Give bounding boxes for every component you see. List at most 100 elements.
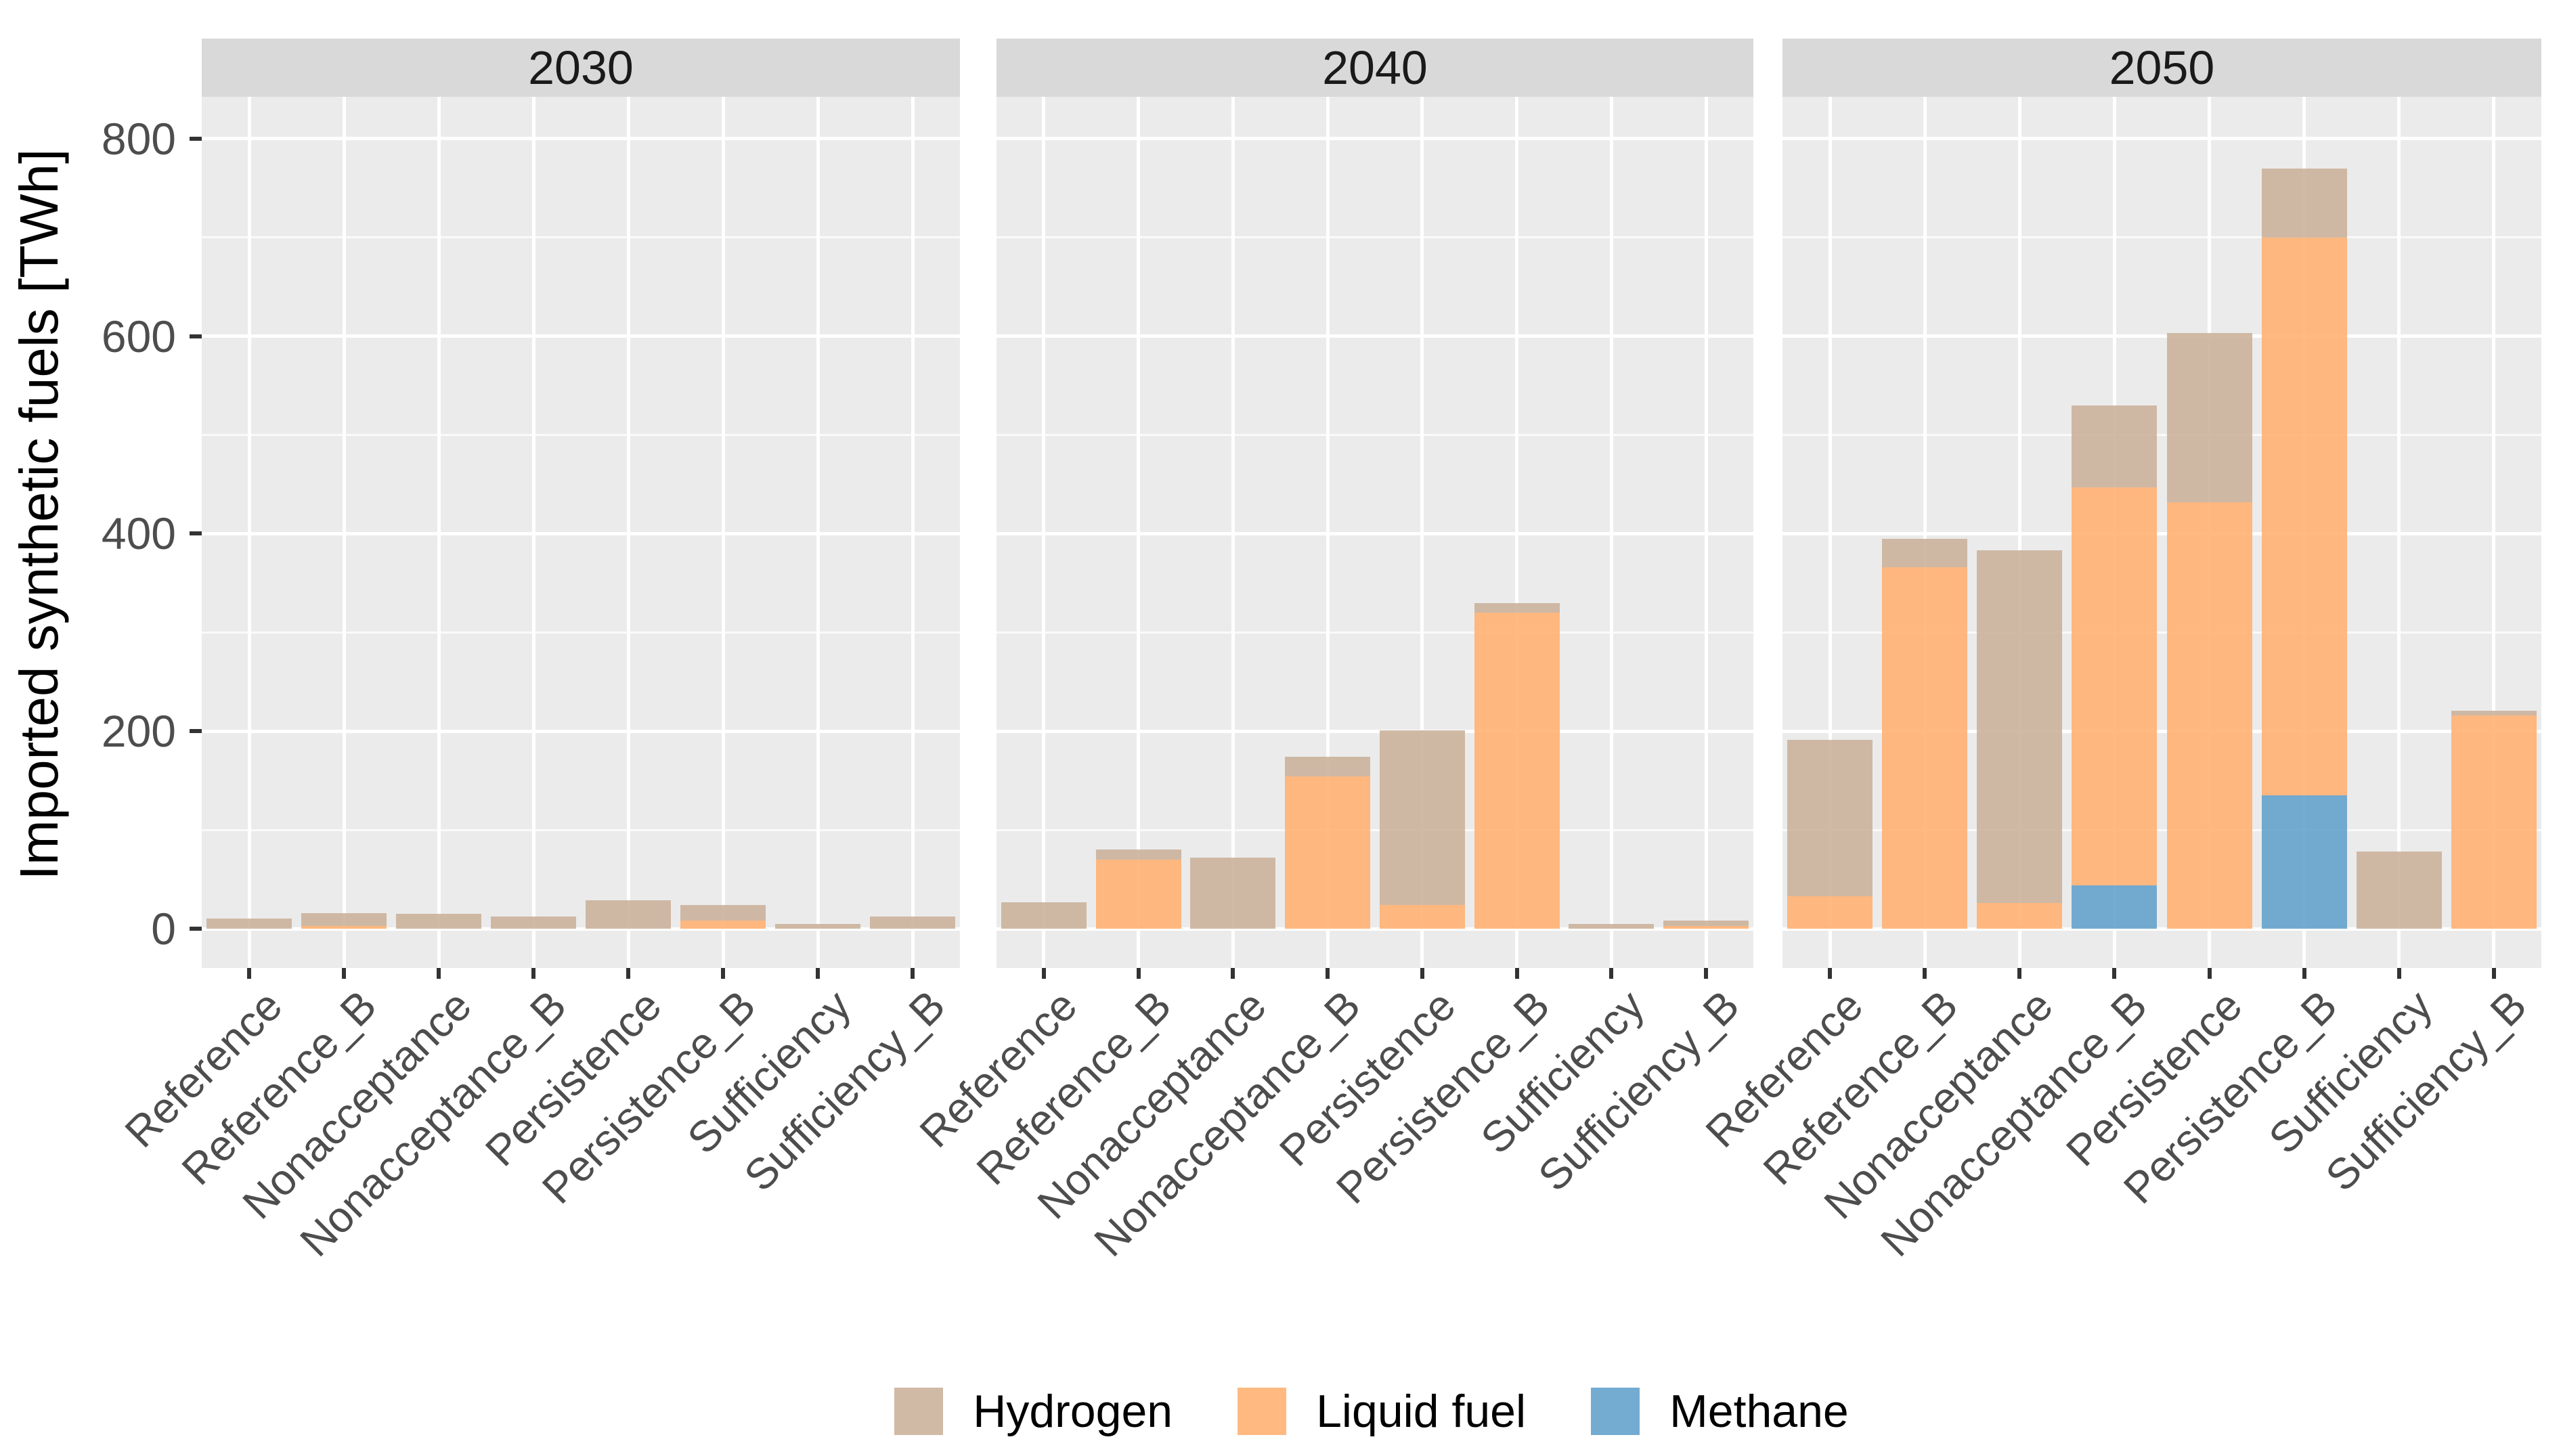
y-axis-tick-label: 600 [101,311,176,361]
facet-strip-2050: 2050 [1782,39,2541,97]
bar-segment-hydrogen [1882,538,1968,567]
y-tick-mark [190,729,202,734]
bar-segment-hydrogen [1285,757,1370,777]
bar-segment-hydrogen [1569,923,1655,929]
bar-segment-hydrogen [1663,921,1749,926]
bar-segment-liquid-fuel [2072,487,2158,885]
facet-strip-2040: 2040 [997,39,1753,97]
gridline-y-major [1782,334,2541,338]
bar-segment-hydrogen [2451,710,2537,715]
gridline-y-major [202,334,960,338]
gridline-y-minor [997,829,1753,831]
gridline-y-minor [202,236,960,239]
bar-segment-liquid-fuel [1285,776,1370,929]
facet-strip-label: 2030 [528,41,634,94]
x-tick-mark [437,968,441,979]
bar-segment-methane [2072,885,2158,929]
gridline-y-major [1782,927,2541,931]
legend-swatch [1591,1388,1640,1435]
legend-label: Liquid fuel [1316,1386,1527,1437]
gridline-y-major [1782,531,2541,535]
x-tick-mark [2302,968,2306,979]
bar-segment-hydrogen [586,900,671,929]
x-tick-mark [1041,968,1046,979]
bar-segment-hydrogen [2356,852,2442,929]
gridline-y-minor [1782,434,2541,436]
gridline-y-major [1782,729,2541,733]
y-axis-tick-label: 0 [151,904,176,954]
bar-segment-liquid-fuel [2166,502,2252,929]
gridline-y-major [997,531,1753,535]
gridline-y-minor [997,434,1753,436]
legend-item-methane: Methane [1591,1388,1849,1435]
x-tick-mark [1609,968,1614,979]
bar-segment-hydrogen [1095,850,1181,860]
x-tick-mark [2112,968,2117,979]
gridline-y-minor [202,434,960,436]
bar-segment-hydrogen [680,904,766,921]
bar-segment-liquid-fuel [1379,904,1465,929]
x-tick-mark [1923,968,1927,979]
gridline-y-minor [1782,631,2541,634]
gridline-y-minor [1782,236,2541,239]
x-tick-mark [1136,968,1141,979]
bar-segment-hydrogen [1787,740,1873,896]
gridline-y-major [997,137,1753,141]
legend: Hydrogen Liquid fuel Methane [202,1374,2541,1449]
gridline-y-minor [997,631,1753,634]
legend-swatch [1238,1388,1287,1435]
y-tick-mark [190,531,202,536]
x-tick-mark [1420,968,1424,979]
bar-segment-liquid-fuel [1977,903,2063,929]
x-tick-mark [247,968,251,979]
y-axis-tick-label: 800 [101,113,176,164]
bar-segment-hydrogen [1379,730,1465,905]
legend-item-hydrogen: Hydrogen [894,1388,1173,1435]
y-axis-tick-label: 200 [101,706,176,757]
bar-segment-hydrogen [301,912,387,926]
bar-segment-hydrogen [1001,902,1087,929]
bar-segment-liquid-fuel [680,921,766,929]
gridline-y-major [997,729,1753,733]
x-tick-mark [2396,968,2401,979]
gridline-y-major [997,927,1753,931]
x-tick-mark [1326,968,1330,979]
gridline-y-minor [202,631,960,634]
x-tick-mark [1828,968,1833,979]
bar-segment-liquid-fuel [1882,567,1968,929]
x-tick-mark [816,968,820,979]
x-tick-mark [2491,968,2496,979]
x-tick-mark [2207,968,2212,979]
bar-segment-liquid-fuel [1787,896,1873,929]
legend-label: Methane [1669,1386,1849,1437]
bar-segment-hydrogen [2166,333,2252,502]
gridline-y-major [202,531,960,535]
y-tick-mark [190,334,202,338]
bar-segment-hydrogen [206,919,292,929]
x-tick-mark [721,968,725,979]
bar-segment-liquid-fuel [1663,925,1749,929]
facet-strip-label: 2050 [2109,41,2215,94]
gridline-y-minor [1782,829,2541,831]
x-tick-mark [626,968,630,979]
bar-segment-hydrogen [2261,168,2347,238]
bar-segment-hydrogen [491,917,576,929]
gridline-y-major [202,927,960,931]
bar-segment-hydrogen [870,917,955,929]
y-axis-tick-label: 400 [101,508,176,559]
x-tick-mark [1704,968,1709,979]
legend-label: Hydrogen [973,1386,1173,1437]
bar-segment-liquid-fuel [2451,715,2537,929]
y-tick-mark [190,136,202,141]
bar-segment-hydrogen [396,914,481,929]
gridline-y-major [997,334,1753,338]
bar-segment-liquid-fuel [1095,859,1181,929]
bar-segment-hydrogen [1190,857,1276,929]
bar-segment-methane [2261,795,2347,929]
gridline-y-minor [202,829,960,831]
bar-segment-hydrogen [1977,550,2063,904]
legend-swatch [894,1388,944,1435]
bar-segment-liquid-fuel [2261,237,2347,796]
x-tick-mark [1514,968,1519,979]
